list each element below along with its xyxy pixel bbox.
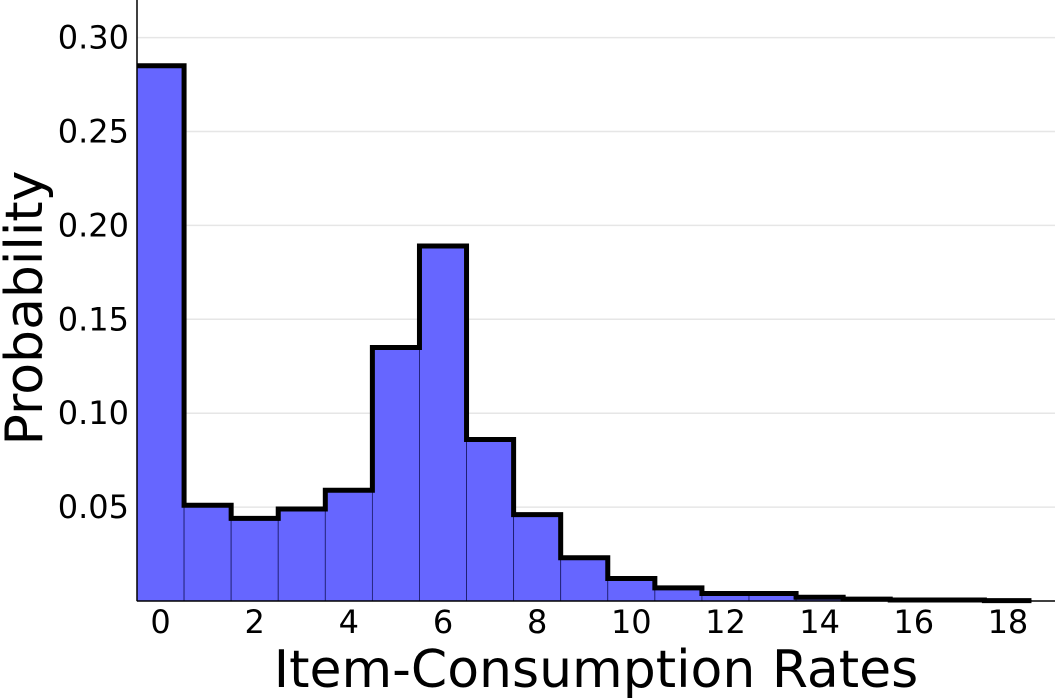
histogram-step-outline (137, 63, 1032, 604)
histogram-bar-7 (466, 439, 515, 602)
y-tick-label: 0.20 (58, 206, 129, 244)
y-tick-label: 0.05 (58, 488, 129, 526)
histogram-bar-10 (607, 578, 656, 602)
x-tick-label: 16 (893, 603, 934, 641)
x-tick-label: 8 (527, 603, 547, 641)
histogram-bar-5 (371, 347, 420, 602)
histogram-bar-0 (136, 65, 185, 602)
histogram-outline (137, 63, 1032, 604)
y-axis-title: Probability (0, 171, 55, 446)
x-tick-labels: 0 2 4 6 8 10 12 14 16 18 (150, 603, 1028, 641)
histogram-bar-6 (419, 245, 467, 602)
y-tick-labels: 0.05 0.10 0.15 0.20 0.25 0.30 (58, 19, 129, 527)
grid-lines (137, 36, 1055, 508)
y-tick-label: 0.30 (58, 19, 129, 57)
histogram-bar-1 (183, 504, 232, 602)
y-tick-label: 0.15 (58, 300, 129, 338)
x-axis-title: Item-Consumption Rates (274, 640, 918, 699)
x-tick-label: 4 (339, 603, 359, 641)
histogram-bar-4 (324, 489, 373, 602)
x-tick-label: 0 (150, 603, 170, 641)
x-tick-label: 18 (988, 603, 1029, 641)
axes (136, 0, 1055, 602)
histogram-bar-9 (560, 557, 609, 602)
x-tick-label: 12 (705, 603, 746, 641)
x-tick-label: 6 (433, 603, 453, 641)
histogram-bar-8 (513, 514, 562, 602)
x-tick-label: 10 (611, 603, 652, 641)
x-tick-label: 14 (799, 603, 840, 641)
histogram-bar-3 (277, 508, 326, 602)
y-tick-label: 0.10 (58, 394, 129, 432)
y-tick-label: 0.25 (58, 112, 129, 150)
histogram-bar-2 (230, 517, 279, 602)
x-tick-label: 2 (245, 603, 265, 641)
